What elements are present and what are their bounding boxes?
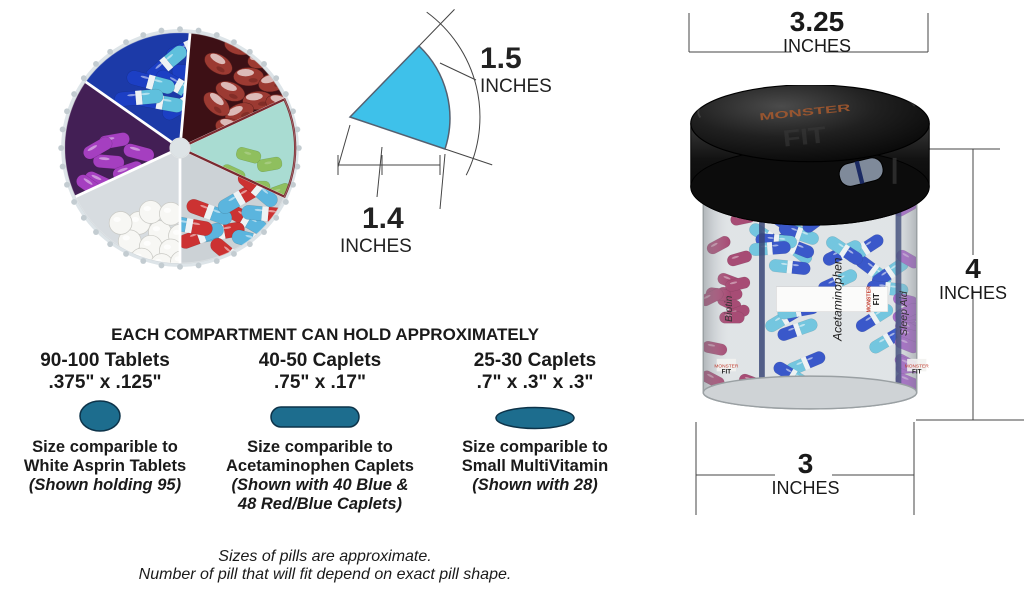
svg-text:FIT: FIT: [872, 293, 881, 305]
svg-text:FIT: FIT: [722, 368, 732, 375]
svg-text:FIT: FIT: [781, 121, 827, 152]
svg-text:Biotin: Biotin: [723, 296, 735, 323]
svg-text:FIT: FIT: [912, 368, 922, 375]
svg-text:Acetaminophen: Acetaminophen: [831, 257, 845, 342]
svg-text:Sleep Aid: Sleep Aid: [898, 290, 910, 336]
